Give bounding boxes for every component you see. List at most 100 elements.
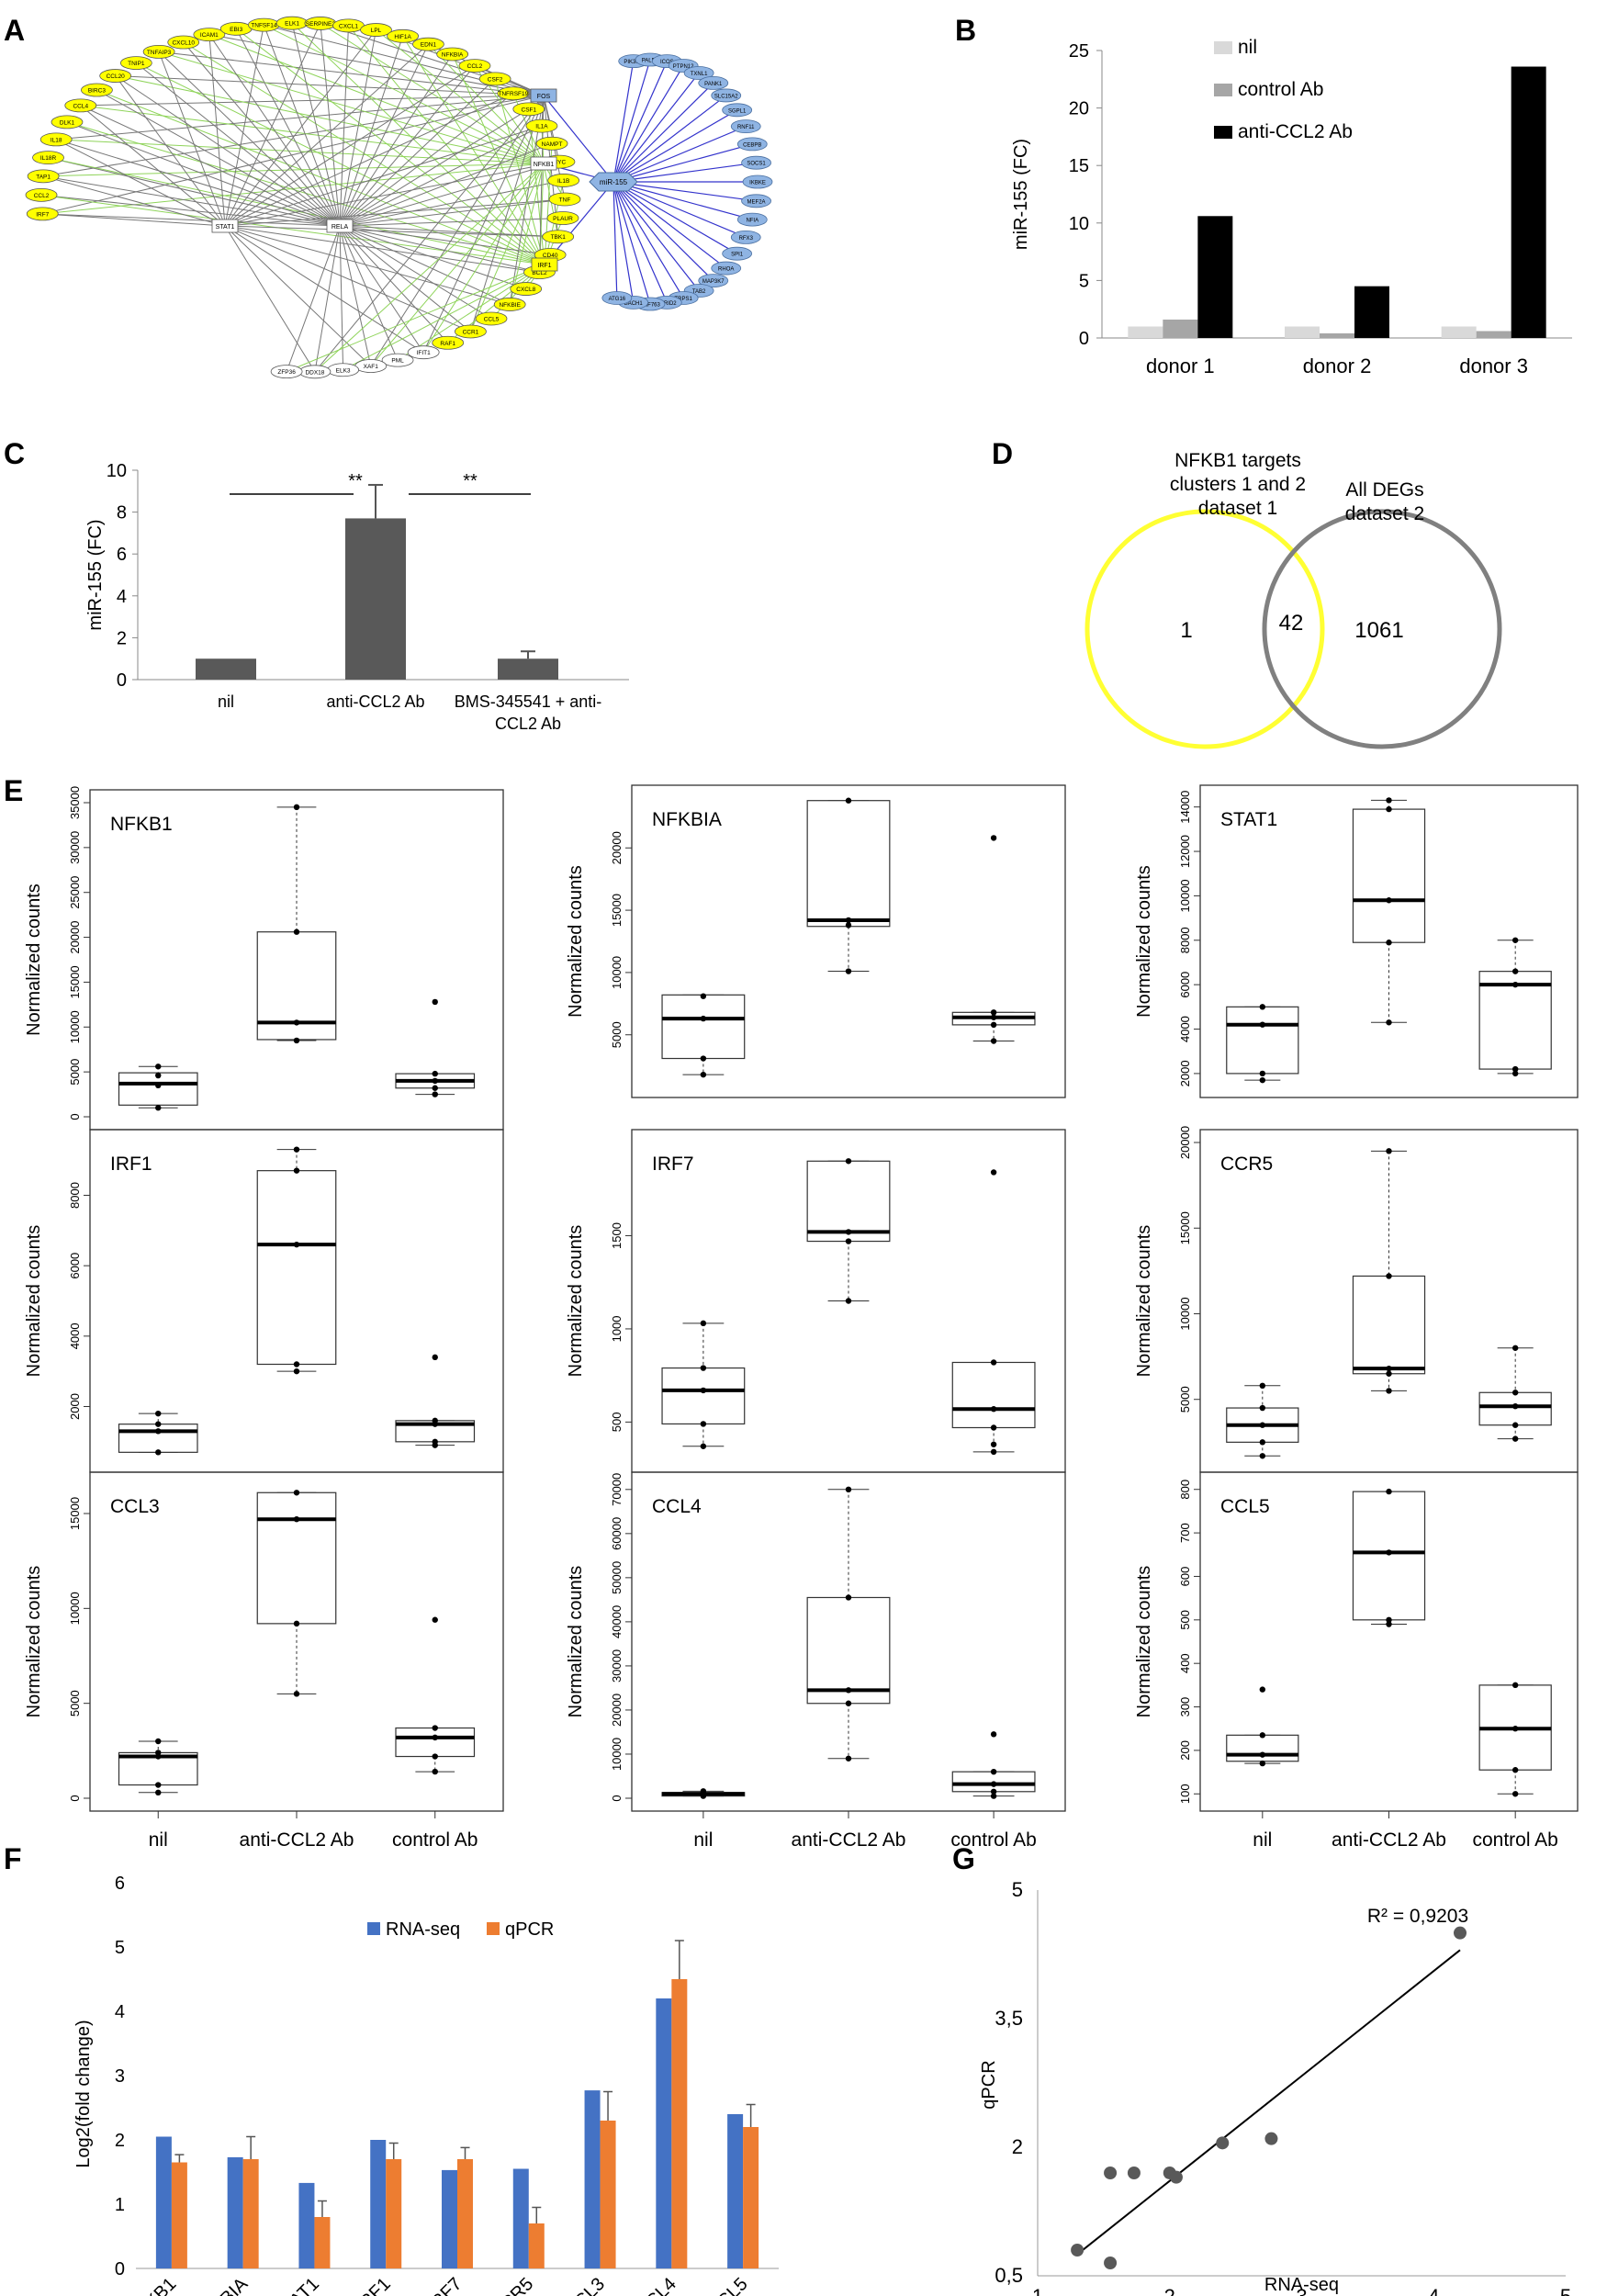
network-node [81, 83, 113, 97]
network-edge [224, 225, 316, 373]
network-edge [612, 109, 737, 183]
network-edge [48, 157, 341, 227]
data-point [1386, 940, 1392, 946]
data-point [1454, 1926, 1467, 1940]
bar [528, 2223, 545, 2268]
network-edge [339, 225, 449, 343]
network-edge [422, 95, 545, 353]
network-edge [612, 73, 700, 183]
network-node [698, 274, 729, 287]
data-point [990, 1169, 997, 1176]
network-edge [183, 41, 341, 227]
legend-swatch [1214, 41, 1232, 54]
y-tick-label: 5000 [68, 1690, 82, 1716]
data-point [432, 1753, 438, 1760]
network-edge [370, 163, 545, 366]
data-point [1386, 1549, 1392, 1556]
data-point [990, 1014, 997, 1020]
venn-diagram: NFKB1 targets clusters 1 and 2 dataset 1 Al… [1084, 450, 1502, 749]
data-point [1259, 1751, 1266, 1758]
venn-set-label: dataset 1 [1198, 498, 1277, 519]
network-edge [469, 163, 545, 332]
network-node [39, 132, 73, 147]
network-edge [224, 43, 429, 227]
data-point [1511, 1065, 1519, 1073]
panel-label-c: C [4, 437, 25, 470]
boxplot-grid: NFKB105000100001500020000250003000035000… [24, 784, 1579, 1851]
network-node [270, 365, 303, 379]
x-tick-label: anti-CCL2 Ab [326, 692, 424, 711]
network-node-label: NAMPT [542, 141, 563, 148]
network-edge [612, 181, 635, 303]
y-tick-label: 2 [1012, 2135, 1023, 2158]
box [1352, 808, 1426, 943]
y-tick-label: 5 [115, 1938, 125, 1958]
data-point [432, 1417, 438, 1424]
network-edge [136, 62, 545, 265]
x-tick-label: nil [693, 1829, 713, 1851]
network-edge [208, 34, 226, 227]
network-node [741, 194, 771, 208]
network-edge [224, 225, 471, 332]
data-point [845, 1700, 852, 1706]
venn-circle [1262, 509, 1502, 749]
y-tick-label: 4000 [1178, 1016, 1192, 1042]
y-tick-label: 3,5 [995, 2007, 1023, 2030]
network-node-label: CXCL8 [516, 287, 535, 293]
network-edge [612, 181, 727, 269]
r2-annotation: R² = 0,9203 [1367, 1906, 1468, 1927]
y-tick-label: 500 [610, 1412, 624, 1433]
network-node [142, 44, 175, 59]
network-edge [224, 65, 476, 227]
data-point [1386, 1488, 1392, 1495]
venn-set-label: dataset 2 [1345, 503, 1424, 524]
data-point [990, 1021, 997, 1029]
network-edge [612, 181, 668, 303]
y-tick-label: 15000 [1178, 1211, 1192, 1244]
bar [1128, 326, 1163, 338]
x-tick-label: 5 [1560, 2285, 1571, 2296]
x-tick-label: NFKBIA [191, 2274, 253, 2296]
y-tick-label: 1 [115, 2195, 125, 2215]
x-tick-label: donor 3 [1459, 355, 1528, 377]
data-point [1259, 1760, 1266, 1767]
data-point [432, 1725, 438, 1731]
x-tick-label: anti-CCL2 Ab [240, 1829, 354, 1851]
y-tick-label: 4000 [68, 1322, 82, 1349]
y-tick-label: 600 [1178, 1567, 1192, 1587]
x-tick-label: CCR5 [488, 2274, 537, 2296]
x-tick-label: control Ab [392, 1829, 478, 1851]
network-node [32, 151, 64, 165]
venn-circle [1084, 509, 1325, 749]
network-node [25, 187, 58, 202]
network-edge [43, 175, 341, 227]
legend-label: RNA-seq [386, 1919, 460, 1940]
network-node [730, 119, 761, 134]
data-point [1386, 1273, 1392, 1279]
data-point [990, 1424, 997, 1431]
y-tick-label: 0 [68, 1113, 82, 1120]
y-tick-label: 30000 [610, 1649, 624, 1683]
data-point [990, 1788, 997, 1795]
network-node-label: ATG16 [609, 297, 626, 302]
network-hub [530, 88, 557, 103]
network-edge [224, 225, 424, 354]
boxplot-gene-label: IRF7 [652, 1154, 694, 1175]
data-point [1259, 1070, 1266, 1077]
network-edge [339, 142, 553, 227]
boxplot-gene-label: CCL4 [652, 1496, 702, 1517]
network-node [387, 28, 420, 43]
data-point [1127, 2167, 1141, 2179]
network-node [711, 88, 742, 103]
network-edge [612, 181, 618, 298]
x-tick-label: donor 2 [1303, 355, 1372, 377]
y-tick-label: 15 [1069, 156, 1089, 176]
data-point [155, 1789, 162, 1796]
network-node [722, 246, 753, 261]
y-axis-label: Normalized counts [566, 1225, 586, 1378]
network-edge [612, 181, 737, 254]
network-node [478, 72, 511, 86]
network-edge [339, 161, 560, 227]
network-edge [612, 82, 714, 183]
network-edge [286, 264, 545, 373]
